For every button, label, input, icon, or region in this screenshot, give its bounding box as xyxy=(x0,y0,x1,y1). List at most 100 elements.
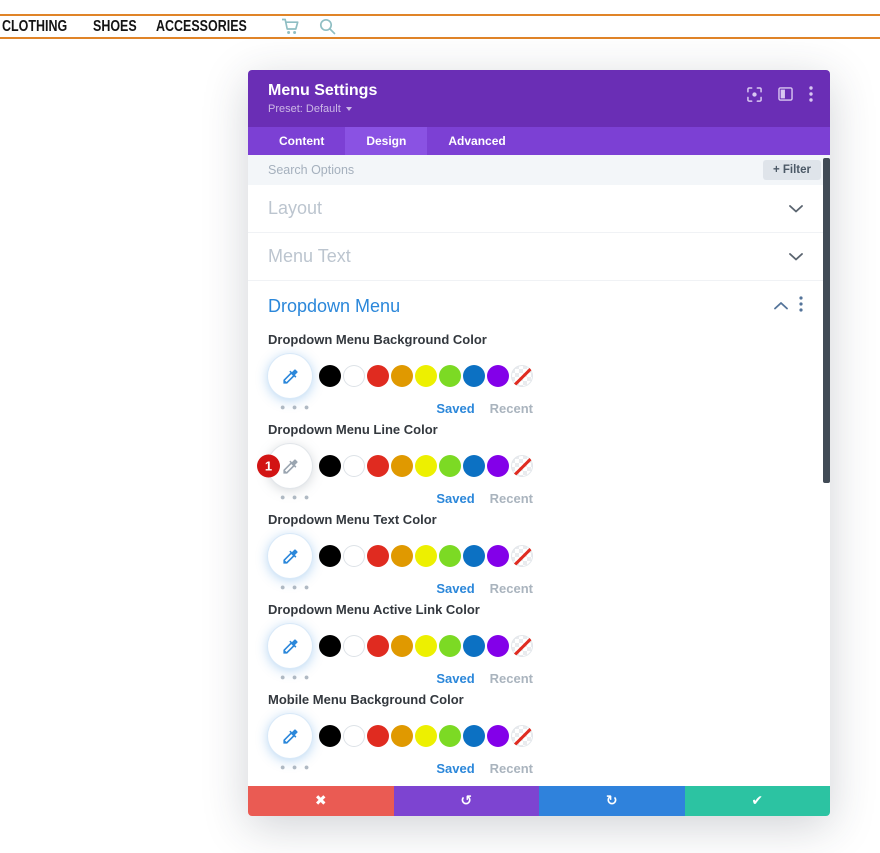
transparent-swatch[interactable] xyxy=(511,365,533,387)
swatch-list xyxy=(319,365,533,387)
saved-tab[interactable]: Saved xyxy=(436,401,475,416)
search-icon[interactable] xyxy=(319,18,336,35)
color-swatch[interactable] xyxy=(319,455,341,477)
section-label: Menu Text xyxy=(268,246,351,266)
color-swatch[interactable] xyxy=(319,725,341,747)
tab-content[interactable]: Content xyxy=(279,134,325,148)
color-swatch[interactable] xyxy=(391,545,413,567)
recent-tab[interactable]: Recent xyxy=(489,491,533,506)
section-layout[interactable]: Layout xyxy=(248,185,830,233)
saved-tab[interactable]: Saved xyxy=(436,491,475,506)
color-swatch[interactable] xyxy=(367,455,389,477)
search-options-input[interactable] xyxy=(268,163,763,177)
color-swatch[interactable] xyxy=(343,725,365,747)
transparent-swatch[interactable] xyxy=(511,725,533,747)
color-swatch[interactable] xyxy=(367,725,389,747)
eyedropper-icon xyxy=(282,458,298,474)
color-swatch[interactable] xyxy=(367,545,389,567)
color-swatch[interactable] xyxy=(367,635,389,657)
filter-button[interactable]: + Filter xyxy=(762,160,821,180)
eyedropper-button[interactable] xyxy=(268,534,312,578)
color-swatch[interactable] xyxy=(463,455,485,477)
recent-tab[interactable]: Recent xyxy=(489,671,533,686)
color-swatch[interactable] xyxy=(319,635,341,657)
transparent-swatch[interactable] xyxy=(511,455,533,477)
color-swatch[interactable] xyxy=(439,725,461,747)
color-swatch[interactable] xyxy=(439,545,461,567)
color-swatch[interactable] xyxy=(391,635,413,657)
more-dots-icon[interactable]: ● ● ● xyxy=(280,672,312,682)
eyedropper-button[interactable] xyxy=(268,354,312,398)
color-swatch[interactable] xyxy=(367,365,389,387)
color-swatch[interactable] xyxy=(391,455,413,477)
color-swatch[interactable] xyxy=(463,545,485,567)
recent-tab[interactable]: Recent xyxy=(489,401,533,416)
color-swatch[interactable] xyxy=(487,545,509,567)
more-dots-icon[interactable]: ● ● ● xyxy=(280,492,312,502)
more-options-icon[interactable] xyxy=(809,86,813,102)
section-dropdown-menu[interactable]: Dropdown Menu xyxy=(248,281,830,331)
section-options-icon[interactable] xyxy=(799,295,803,317)
expand-modal-icon[interactable] xyxy=(747,86,762,102)
undo-button[interactable]: ↺ xyxy=(393,786,539,816)
eyedropper-icon xyxy=(282,728,298,744)
save-button[interactable]: ✔ xyxy=(684,786,830,816)
more-dots-icon[interactable]: ● ● ● xyxy=(280,762,312,772)
panel-layout-icon[interactable] xyxy=(778,87,793,101)
color-swatch[interactable] xyxy=(343,365,365,387)
color-swatch[interactable] xyxy=(439,365,461,387)
color-swatch[interactable] xyxy=(343,455,365,477)
nav-item-clothing[interactable]: CLOTHING xyxy=(2,17,68,35)
color-swatch[interactable] xyxy=(487,725,509,747)
color-swatch[interactable] xyxy=(487,365,509,387)
tab-advanced[interactable]: Advanced xyxy=(448,134,506,148)
section-label: Layout xyxy=(268,198,323,218)
preset-selector[interactable]: Preset: Default xyxy=(268,103,352,115)
eyedropper-icon xyxy=(282,548,298,564)
redo-button[interactable]: ↻ xyxy=(539,786,685,816)
nav-item-accessories[interactable]: ACCESSORIES xyxy=(155,17,247,35)
color-field-label: Dropdown Menu Text Color xyxy=(268,512,437,527)
recent-tab[interactable]: Recent xyxy=(489,581,533,596)
color-swatch[interactable] xyxy=(439,455,461,477)
transparent-swatch[interactable] xyxy=(511,635,533,657)
saved-tab[interactable]: Saved xyxy=(436,671,475,686)
color-swatch[interactable] xyxy=(487,455,509,477)
color-swatch[interactable] xyxy=(343,545,365,567)
color-field: Dropdown Menu Line Color 1 ● ● ● Saved R… xyxy=(248,423,830,506)
discard-button[interactable]: ✖ xyxy=(248,786,394,816)
more-dots-icon[interactable]: ● ● ● xyxy=(280,402,312,412)
color-swatch[interactable] xyxy=(391,365,413,387)
scrollbar[interactable] xyxy=(823,158,830,483)
modal-header: Menu Settings Preset: Default xyxy=(248,70,830,127)
nav-item-shoes[interactable]: SHOES xyxy=(92,17,137,35)
eyedropper-icon xyxy=(282,368,298,384)
color-swatch[interactable] xyxy=(415,545,437,567)
transparent-swatch[interactable] xyxy=(511,545,533,567)
color-swatch[interactable] xyxy=(439,635,461,657)
color-swatch[interactable] xyxy=(319,365,341,387)
section-menu-text[interactable]: Menu Text xyxy=(248,233,830,281)
color-swatch[interactable] xyxy=(487,635,509,657)
tab-design[interactable]: Design xyxy=(345,127,428,155)
cart-icon[interactable] xyxy=(281,18,300,35)
color-swatch[interactable] xyxy=(415,455,437,477)
color-swatch[interactable] xyxy=(415,725,437,747)
more-dots-icon[interactable]: ● ● ● xyxy=(280,582,312,592)
section-label: Dropdown Menu xyxy=(268,295,401,316)
swatch-list xyxy=(319,545,533,567)
saved-tab[interactable]: Saved xyxy=(436,581,475,596)
recent-tab[interactable]: Recent xyxy=(489,761,533,776)
color-swatch[interactable] xyxy=(415,365,437,387)
saved-tab[interactable]: Saved xyxy=(436,761,475,776)
color-swatch[interactable] xyxy=(415,635,437,657)
color-swatch[interactable] xyxy=(319,545,341,567)
eyedropper-button[interactable] xyxy=(268,624,312,668)
color-swatch[interactable] xyxy=(343,635,365,657)
color-swatch[interactable] xyxy=(463,725,485,747)
color-swatch[interactable] xyxy=(463,365,485,387)
color-swatch[interactable] xyxy=(391,725,413,747)
eyedropper-button[interactable] xyxy=(268,714,312,758)
color-swatch[interactable] xyxy=(463,635,485,657)
